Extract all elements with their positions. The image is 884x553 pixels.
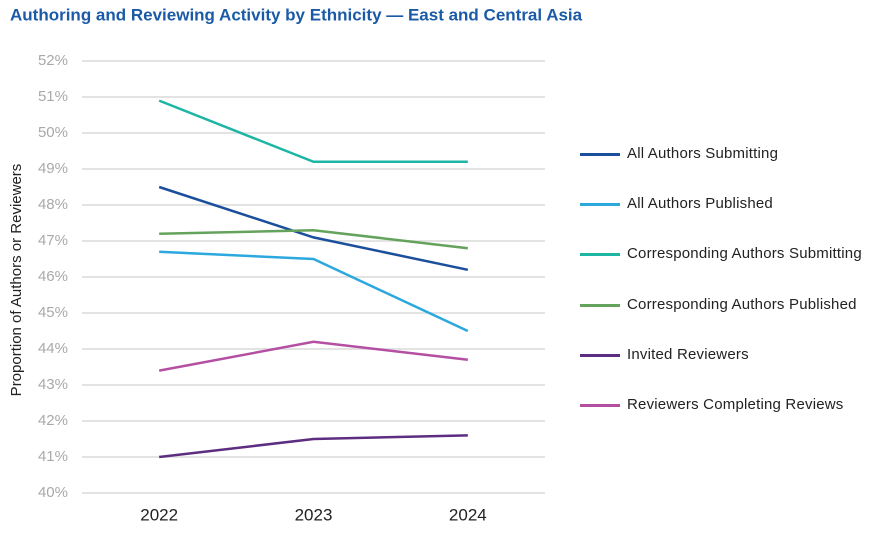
y-axis-title: Proportion of Authors or Reviewers: [8, 164, 25, 397]
legend-swatch: [580, 304, 620, 307]
y-tick-label: 50%: [38, 124, 68, 141]
y-tick-label: 48%: [38, 196, 68, 213]
legend-label: Reviewers Completing Reviews: [627, 396, 844, 413]
line-series: [159, 228, 468, 250]
y-tick-label: 41%: [38, 448, 68, 465]
legend-item: All Authors Published: [580, 194, 880, 213]
line-series: [158, 99, 468, 164]
legend-label: Invited Reviewers: [627, 346, 749, 363]
y-tick-label: 51%: [38, 88, 68, 105]
line-series: [159, 434, 468, 459]
legend-swatch: [580, 153, 620, 156]
legend-item: All Authors Submitting: [580, 144, 880, 163]
legend-swatch: [580, 203, 620, 206]
line-series: [159, 250, 469, 333]
legend-label: All Authors Published: [627, 195, 773, 212]
legend-item: Corresponding Authors Submitting: [580, 244, 880, 263]
x-tick-label: 2023: [295, 505, 333, 524]
x-tick-label: 2022: [140, 505, 178, 524]
y-tick-label: 43%: [38, 376, 68, 393]
y-tick-label: 47%: [38, 232, 68, 249]
legend-label: All Authors Submitting: [627, 145, 779, 162]
legend-swatch: [580, 354, 620, 357]
x-tick-label: 2024: [449, 505, 487, 524]
y-tick-label: 46%: [38, 268, 68, 285]
y-tick-label: 45%: [38, 304, 68, 321]
legend-swatch: [580, 253, 620, 256]
legend-item: Invited Reviewers: [580, 345, 880, 364]
y-tick-label: 44%: [38, 340, 68, 357]
y-tick-label: 40%: [38, 484, 68, 501]
y-tick-label: 42%: [38, 412, 68, 429]
y-tick-label: 49%: [38, 160, 68, 177]
line-series: [158, 340, 468, 372]
legend-label: Corresponding Authors Submitting: [627, 245, 862, 262]
y-tick-label: 52%: [38, 52, 68, 69]
legend-swatch: [580, 404, 620, 407]
legend-label: Corresponding Authors Published: [627, 296, 857, 313]
legend-item: Reviewers Completing Reviews: [580, 395, 880, 414]
chart-title: Authoring and Reviewing Activity by Ethn…: [10, 5, 583, 24]
legend-item: Corresponding Authors Published: [580, 295, 880, 314]
line-series: [158, 185, 469, 272]
